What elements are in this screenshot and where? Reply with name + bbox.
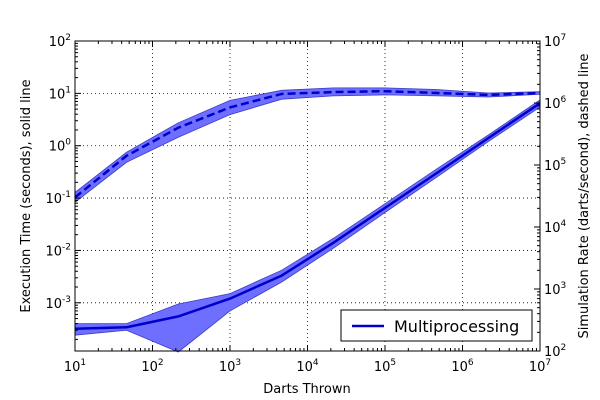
grid-lines (75, 41, 540, 351)
series-lines (74, 89, 541, 330)
y-left-tick-label: 10-1 (45, 190, 71, 207)
legend-label-multiprocessing: Multiprocessing (394, 317, 519, 336)
y-left-tick-label: 102 (49, 33, 71, 50)
axis-ticks: 101 102 103 104 105 106 107 10-3 10-2 10-1 100 101 1… (45, 33, 566, 375)
x-tick-label: 101 (64, 358, 86, 375)
y-left-tick-label: 100 (49, 138, 72, 155)
series-line-solid (74, 102, 541, 330)
y-right-tick-label: 104 (544, 219, 567, 236)
x-tick-label: 105 (374, 358, 396, 375)
y-right-tick-label: 107 (544, 33, 566, 50)
plot-frame (74, 40, 541, 352)
x-tick-label: 103 (219, 358, 241, 375)
y-left-tick-label: 101 (49, 85, 71, 102)
x-tick-label: 104 (296, 358, 319, 375)
x-axis-label: Darts Thrown (263, 382, 350, 397)
series-line-dashed (74, 89, 541, 199)
y-axis-right-label: Simulation Rate (darts/second), dashed l… (577, 54, 592, 339)
y-right-tick-label: 106 (544, 95, 567, 112)
x-tick-label: 106 (451, 358, 474, 375)
y-left-tick-label: 10-3 (45, 295, 71, 312)
y-right-tick-label: 103 (544, 281, 566, 298)
y-right-tick-label: 102 (544, 343, 566, 360)
x-tick-label: 107 (529, 358, 551, 375)
x-tick-label: 102 (141, 358, 163, 375)
y-right-tick-label: 105 (544, 157, 566, 174)
legend: Multiprocessing (340, 309, 533, 342)
y-left-tick-label: 10-2 (45, 242, 71, 259)
y-axis-left-label: Execution Time (seconds), solid line (19, 79, 34, 312)
